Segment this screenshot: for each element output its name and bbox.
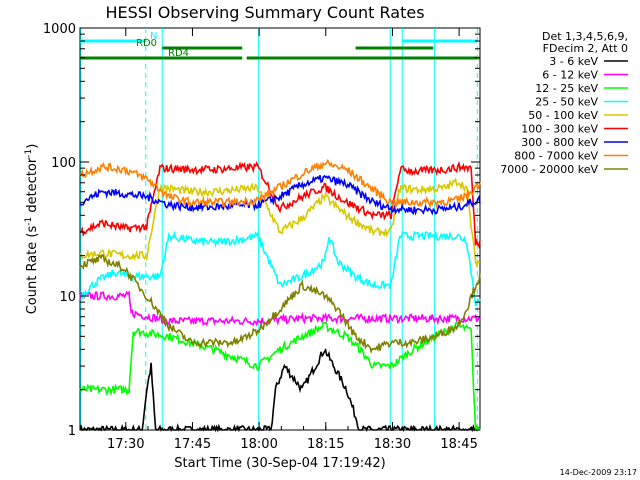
series-line-2 bbox=[79, 321, 481, 432]
x-tick-label-5: 18:45 bbox=[440, 437, 477, 452]
plot-frame bbox=[79, 27, 481, 431]
legend-label-0: 3 - 6 keV bbox=[549, 55, 598, 68]
legend-label-3: 25 - 50 keV bbox=[535, 96, 598, 109]
legend-label-6: 300 - 800 keV bbox=[521, 136, 598, 149]
legend: Det 1,3,4,5,6,9,FDecim 2, Att 03 - 6 keV… bbox=[500, 30, 628, 176]
legend-header-0: Det 1,3,4,5,6,9, bbox=[542, 30, 628, 43]
series-line-4 bbox=[79, 177, 481, 269]
legend-label-4: 50 - 100 keV bbox=[528, 109, 598, 122]
legend-label-1: 6 - 12 keV bbox=[542, 69, 598, 82]
legend-header-1: FDecim 2, Att 0 bbox=[543, 42, 628, 55]
series-line-6 bbox=[79, 174, 481, 216]
y-tick-label-1: 10 bbox=[59, 290, 76, 305]
x-tick-label-3: 18:15 bbox=[307, 437, 344, 452]
legend-label-8: 7000 - 20000 keV bbox=[500, 163, 598, 176]
series-line-5 bbox=[79, 160, 481, 249]
series-line-8 bbox=[79, 253, 481, 355]
series-line-7 bbox=[79, 158, 481, 210]
legend-label-2: 12 - 25 keV bbox=[535, 82, 598, 95]
series-line-3 bbox=[79, 230, 481, 307]
x-tick-label-1: 17:45 bbox=[174, 437, 211, 452]
y-tick-label-3: 1000 bbox=[43, 22, 76, 37]
state-bar-label-2: RD4 bbox=[168, 48, 189, 59]
legend-label-7: 800 - 7000 keV bbox=[514, 150, 598, 163]
series-line-1 bbox=[79, 290, 481, 328]
axis-ticks: 17:30 17:45 18:00 18:15 18:30 18:45 1 10 100 1000 bbox=[43, 22, 480, 452]
plot-area bbox=[80, 28, 478, 430]
x-tick-label-4: 18:30 bbox=[374, 437, 411, 452]
state-bar-label-1: RD0 bbox=[136, 38, 157, 49]
x-tick-label-0: 17:30 bbox=[107, 437, 144, 452]
y-tick-label-0: 1 bbox=[68, 424, 76, 439]
series-layer bbox=[79, 158, 481, 433]
y-tick-label-2: 100 bbox=[51, 156, 76, 171]
footer-timestamp: 14-Dec-2009 23:17 bbox=[560, 468, 637, 477]
chart-title: HESSI Observing Summary Count Rates bbox=[105, 3, 424, 22]
series-line-0 bbox=[79, 347, 481, 433]
state-bar-label-0: N bbox=[150, 31, 157, 42]
legend-label-5: 100 - 300 keV bbox=[521, 123, 598, 136]
x-tick-label-2: 18:00 bbox=[240, 437, 277, 452]
y-axis-label: Count Rate (s-1 detector-1) bbox=[24, 144, 40, 315]
x-axis-label: Start Time (30-Sep-04 17:19:42) bbox=[174, 456, 385, 471]
